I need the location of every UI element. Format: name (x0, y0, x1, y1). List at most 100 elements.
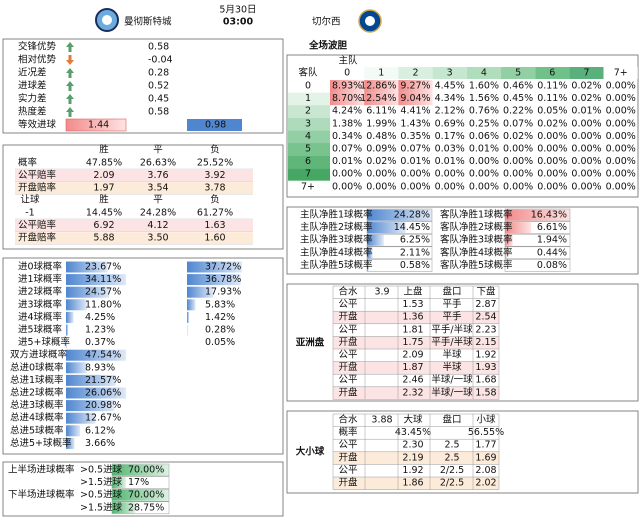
cell: 0.05% (537, 106, 567, 117)
row-label: 进3球概率 (18, 298, 63, 310)
value: 0.28% (205, 325, 235, 336)
trend-icon (66, 68, 74, 78)
cell: 1.75 (402, 337, 423, 348)
cell: 平手/半球 (431, 336, 473, 348)
home-goal-bar (66, 324, 69, 336)
cell: 0.00% (537, 181, 567, 192)
cell: 0.00% (571, 131, 601, 142)
cell: 0.35% (400, 131, 430, 142)
cell: 4.12 (147, 220, 168, 231)
col-header: 负 (210, 194, 220, 206)
row-bg (288, 143, 330, 156)
col-header: 3.88 (371, 415, 392, 426)
row-label: 7 (305, 169, 311, 180)
cell: 47.85% (86, 158, 122, 169)
row-bg (288, 180, 330, 194)
cell: 平手 (442, 298, 462, 310)
value: 0.58 (148, 107, 169, 118)
col-bg (569, 67, 604, 79)
row-bg (288, 80, 330, 93)
cell: 0.00% (332, 181, 362, 192)
row-label: 开盘 (338, 311, 358, 323)
col-label: 3 (447, 68, 453, 79)
cell: 2.32 (402, 387, 423, 398)
cell: 12.54% (360, 93, 396, 104)
cell: 2/2.5 (440, 465, 464, 476)
cell: 2.02 (475, 478, 496, 489)
value: 0.58% (400, 260, 430, 271)
cell: 1.86 (402, 478, 423, 489)
home-goal-bar (66, 286, 110, 298)
cell: 56.55% (468, 427, 504, 438)
row-label: 概率 (338, 426, 358, 438)
col-label: 7 (583, 68, 589, 79)
row-label: 公平 (338, 440, 358, 451)
col-header: 主队 (338, 55, 358, 67)
value: 1.44 (88, 120, 109, 131)
col-label: 5 (515, 68, 521, 79)
cell: 0.00% (606, 81, 636, 92)
value: 0.45 (148, 94, 169, 105)
cell: 0.11% (537, 93, 567, 104)
col-header: 盘口 (442, 286, 461, 298)
away-goal-bar (187, 274, 241, 286)
row-label: 主队净胜2球概率 (300, 221, 373, 233)
row-label: 6 (305, 156, 311, 167)
cell: 1.81 (402, 324, 423, 335)
row-label: 开盘 (338, 386, 358, 398)
cell: 3.92 (204, 170, 225, 181)
cell: 3.54 (147, 183, 168, 194)
row-label: 5 (305, 144, 311, 155)
away-goal-bar (187, 261, 242, 273)
half-bar (112, 489, 169, 501)
col-label: 6 (549, 68, 555, 79)
total-goal-bar (66, 374, 116, 386)
value: 16.43% (531, 210, 567, 221)
cell: 0.02% (503, 131, 533, 142)
cell: 3.76 (147, 170, 168, 181)
cell: 0.48% (366, 131, 396, 142)
cell: 1.92 (402, 465, 423, 476)
value: 21.57% (85, 375, 121, 386)
row-bg (333, 477, 499, 490)
col-bg (330, 67, 365, 79)
col-header: 让球 (20, 194, 40, 206)
col-bg (501, 67, 536, 79)
panel-frames (2, 38, 639, 517)
home-goal-bar (66, 311, 74, 323)
cell: 0.07% (503, 118, 533, 129)
cell: 0.00% (503, 144, 533, 155)
row-label: 交锋优势 (18, 41, 57, 53)
cell: 0.00% (537, 156, 567, 167)
cell: 4.24% (332, 106, 362, 117)
col-bg (603, 67, 638, 79)
cell: 0.00% (606, 131, 636, 142)
row-label: 总进5+球概率 (10, 437, 72, 449)
row-label: 0 (305, 81, 311, 92)
cell: 1.97 (93, 183, 114, 194)
row-bg (288, 105, 330, 118)
section-title: 大小球 (296, 446, 325, 458)
cell: 2.09 (93, 170, 114, 181)
col-label: 4 (481, 68, 487, 79)
cell: 26.63% (140, 158, 176, 169)
cell: 1.38% (332, 118, 362, 129)
cell: 0.00% (606, 156, 636, 167)
cell: 0.00% (606, 93, 636, 104)
col-bg (398, 67, 433, 79)
cell-frame (504, 233, 571, 247)
away-margin-bar (505, 222, 532, 234)
line-label: >0.5进球 (80, 464, 123, 476)
row-label: 开盘 (338, 336, 358, 348)
half-bar (112, 464, 169, 476)
cell: 2/2.5 (440, 478, 464, 489)
row-bg (288, 117, 330, 131)
value: 14.45% (394, 222, 430, 233)
cell-heat (398, 92, 433, 106)
cell: 1.53 (402, 299, 423, 310)
cell: 0.00% (571, 181, 601, 192)
cell: 2.15 (475, 337, 496, 348)
home-logo (95, 8, 119, 32)
cell: 4.41% (400, 106, 430, 117)
